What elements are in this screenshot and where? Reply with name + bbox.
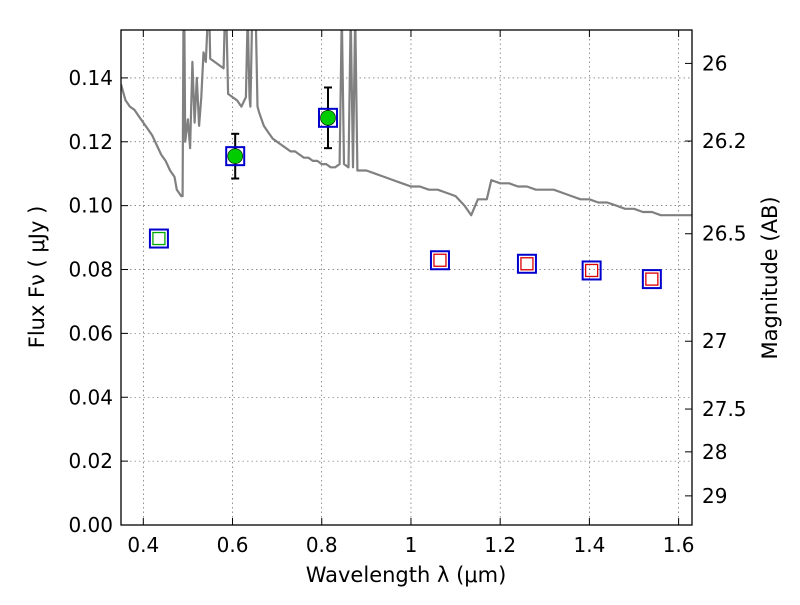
detection-point <box>227 148 243 164</box>
photometry-layer <box>148 86 662 290</box>
y2-tick-label: 27 <box>702 329 727 353</box>
x-tick-label: 0.6 <box>217 533 249 557</box>
y2-tick-label: 29 <box>702 484 727 508</box>
inner-marker <box>520 257 534 271</box>
x-tick-label: 1.6 <box>663 533 695 557</box>
plot-area <box>121 30 692 290</box>
x-tick-label: 0.4 <box>127 533 159 557</box>
model-photometry-box <box>516 253 537 274</box>
model-sed-line <box>121 30 692 217</box>
y-tick-label: 0.14 <box>68 66 113 90</box>
detection-point <box>320 110 336 126</box>
y-tick-label: 0.06 <box>68 321 113 345</box>
plot-frame <box>120 29 693 526</box>
x-tick-label: 1.4 <box>573 533 605 557</box>
model-photometry-box <box>225 146 246 167</box>
model-photometry-box <box>148 228 169 249</box>
ticks: 0.4 0.6 0.8 1 1.2 1.4 1.6 0.00 0.02 0.04 0.06 0.08 0… <box>68 30 747 557</box>
y2-tick-label: 26 <box>702 51 727 75</box>
y-tick-label: 0.10 <box>68 194 113 218</box>
y-tick-label: 0.00 <box>68 513 113 537</box>
y-tick-label: 0.04 <box>68 385 113 409</box>
inner-marker <box>584 263 599 278</box>
x-axis-label: Wavelength λ (μm) <box>306 563 507 587</box>
y2-tick-label: 26.2 <box>702 129 747 153</box>
x-tick-label: 1 <box>405 533 418 557</box>
inner-marker <box>152 231 166 246</box>
model-photometry-box <box>581 260 602 281</box>
inner-marker <box>645 272 659 286</box>
x-tick-label: 0.8 <box>306 533 338 557</box>
inner-marker <box>433 253 447 267</box>
y-tick-label: 0.08 <box>68 258 113 282</box>
x-tick-label: 1.2 <box>484 533 516 557</box>
model-photometry-box <box>429 250 450 271</box>
y-tick-label: 0.02 <box>68 449 113 473</box>
y2-tick-label: 28 <box>702 440 727 464</box>
y-axis-label: Flux Fν ( μJy ) <box>25 206 49 349</box>
y2-tick-label: 26.5 <box>702 222 747 246</box>
model-photometry-box <box>641 269 662 290</box>
model-photometry-box <box>317 107 338 128</box>
grid <box>121 30 692 526</box>
y-tick-label: 0.12 <box>68 130 113 154</box>
y2-tick-label: 27.5 <box>702 397 747 421</box>
y2-axis-label: Magnitude (AB) <box>758 196 782 359</box>
model-sed-layer <box>121 30 692 217</box>
